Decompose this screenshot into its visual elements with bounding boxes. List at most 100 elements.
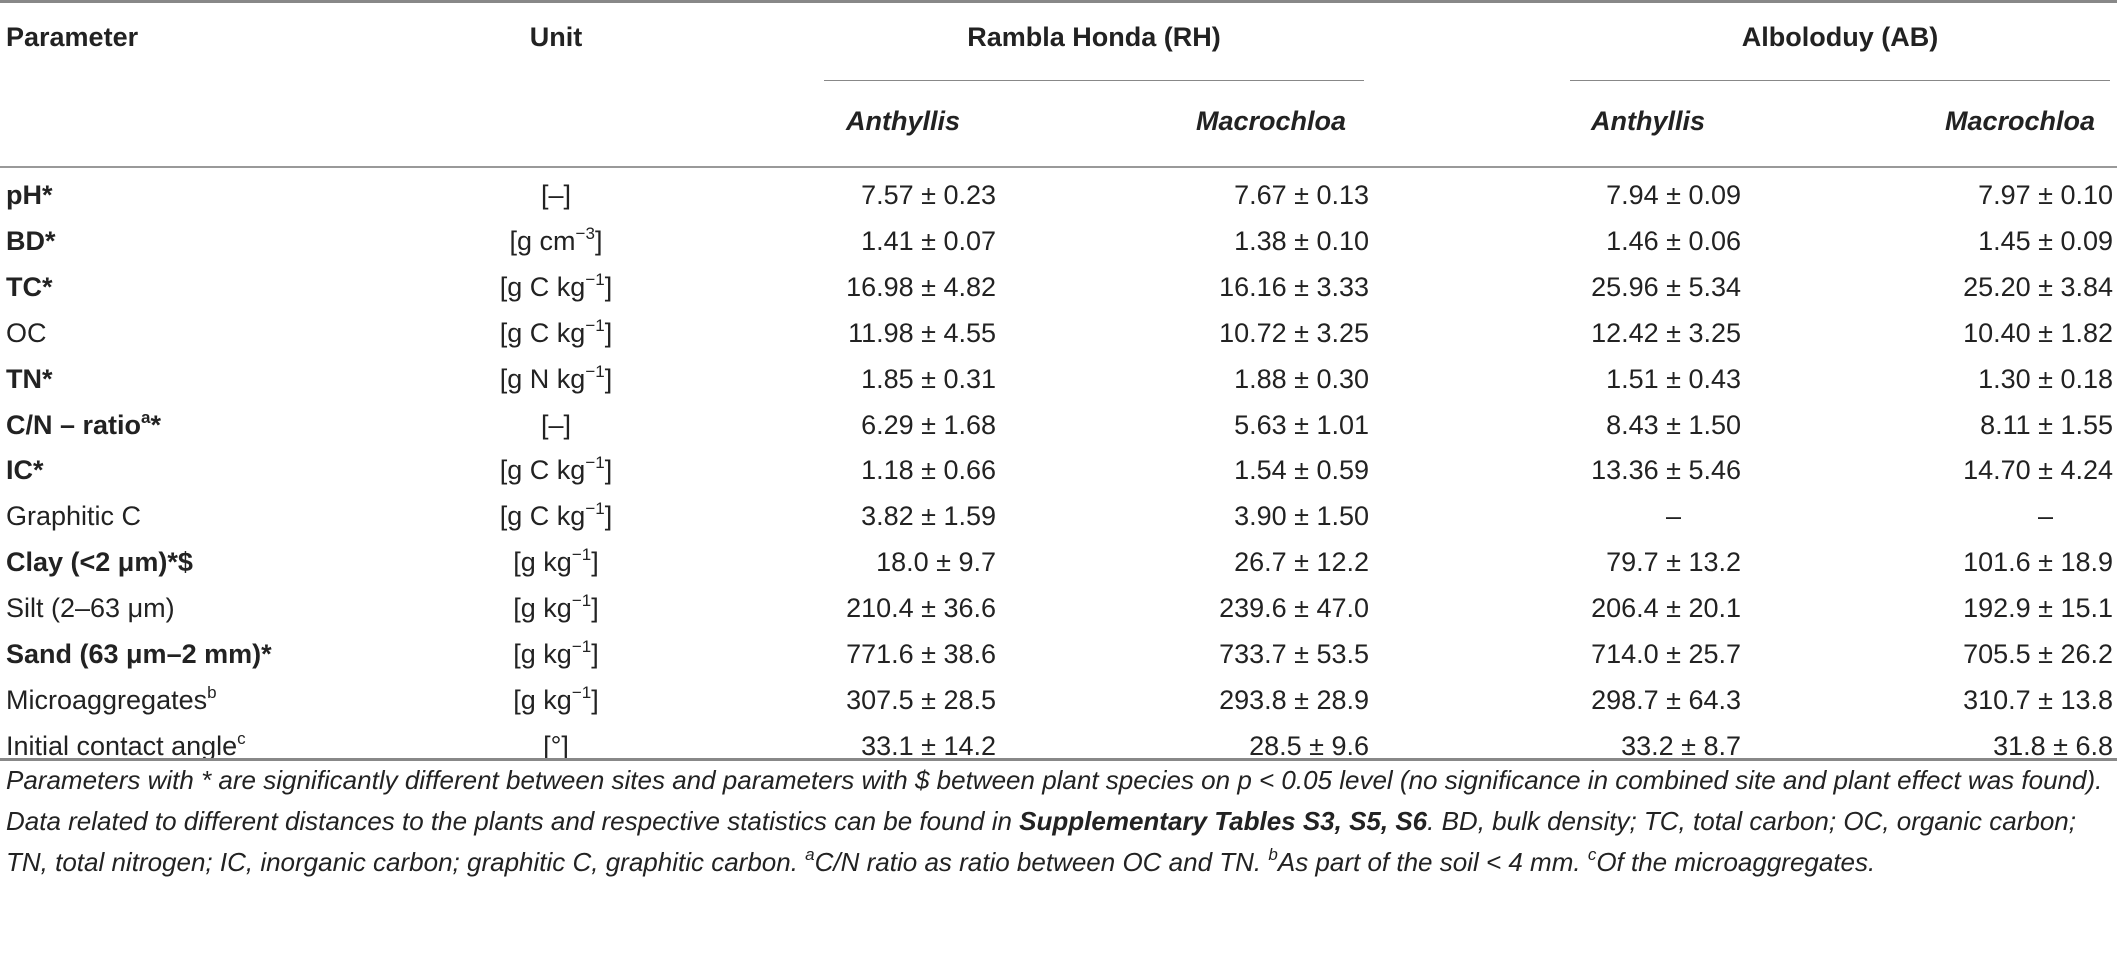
value-rh-macrochloa: 3.90 ± 1.50 bbox=[1234, 501, 1369, 532]
value-ab-anthyllis: 8.43 ± 1.50 bbox=[1606, 409, 1741, 440]
footnote-part2: . BD, bulk density; TC, total carbon; OC… bbox=[6, 806, 2076, 877]
value-ab-anthyllis: 33.2 ± 8.7 bbox=[1621, 730, 1741, 761]
value-rh-macrochloa: 1.54 ± 0.59 bbox=[1234, 455, 1369, 486]
value-rh-macrochloa: 28.5 ± 9.6 bbox=[1249, 730, 1369, 761]
value-rh-anthyllis: 7.57 ± 0.23 bbox=[861, 180, 996, 210]
unit-close: ] bbox=[594, 225, 603, 256]
value-ab-anthyllis: 25.96 ± 5.34 bbox=[1591, 271, 1741, 302]
footnote-note-a: C/N ratio as ratio between OC and TN. bbox=[814, 847, 1269, 877]
footnote-part1: Parameters with * are significantly diff… bbox=[6, 765, 2103, 836]
unit-text: [g kg bbox=[513, 684, 572, 715]
parameter-name: Clay (<2 μm)*$ bbox=[6, 547, 193, 578]
footnote-supplementary-ref[interactable]: Supplementary Tables S3, S5, S6 bbox=[1019, 806, 1428, 836]
unit-text: [–] bbox=[540, 180, 572, 210]
value-ab-macrochloa: 25.20 ± 3.84 bbox=[1963, 271, 2113, 302]
value-ab-macrochloa: 10.40 ± 1.82 bbox=[1963, 317, 2113, 348]
value-ab-anthyllis: 1.46 ± 0.06 bbox=[1606, 225, 1741, 256]
value-rh-anthyllis: 1.18 ± 0.66 bbox=[861, 455, 996, 486]
unit-exponent: −3 bbox=[575, 223, 595, 243]
site2-underline bbox=[1570, 80, 2110, 81]
row-unit: [g cm−3] bbox=[421, 224, 691, 258]
parameter-name: Microaggregates bbox=[6, 684, 208, 715]
unit-close: ] bbox=[604, 317, 613, 348]
row-unit: [g kg−1] bbox=[421, 545, 691, 579]
unit-close: ] bbox=[591, 639, 599, 669]
parameter-superscript: b bbox=[207, 682, 217, 702]
value-rh-anthyllis: 210.4 ± 36.6 bbox=[846, 593, 996, 624]
unit-text: [g kg bbox=[513, 593, 572, 624]
row-unit: [g kg−1] bbox=[421, 637, 691, 671]
unit-text: [°] bbox=[543, 730, 569, 761]
header-site-rambla-honda: Rambla Honda (RH) bbox=[967, 22, 1221, 52]
unit-text: [g kg bbox=[513, 547, 572, 578]
unit-text: [–] bbox=[540, 409, 572, 440]
row-unit: [g kg−1] bbox=[421, 591, 691, 625]
footnote-sup-c: c bbox=[1587, 845, 1597, 864]
unit-text: [g C kg bbox=[499, 455, 586, 486]
value-ab-macrochloa: 1.30 ± 0.18 bbox=[1978, 363, 2113, 394]
parameter-name: BD* bbox=[6, 225, 56, 256]
value-ab-macrochloa: 14.70 ± 4.24 bbox=[1963, 455, 2113, 486]
parameter-name: IC* bbox=[6, 455, 44, 486]
parameter-name: TN* bbox=[6, 363, 53, 394]
value-ab-anthyllis: 298.7 ± 64.3 bbox=[1591, 684, 1741, 715]
table-row: IC* [g C kg−1] 1.18 ± 0.66 1.54 ± 0.59 13.36… bbox=[0, 449, 2117, 495]
footnote-sup-b: b bbox=[1268, 845, 1278, 864]
value-rh-anthyllis: 3.82 ± 1.59 bbox=[861, 501, 996, 532]
table-row: C/N – ratioa* [–] 6.29 ± 1.68 5.63 ± 1.01 8.… bbox=[0, 404, 2117, 450]
value-rh-anthyllis: 18.0 ± 9.7 bbox=[876, 547, 996, 578]
value-rh-anthyllis: 1.41 ± 0.07 bbox=[861, 225, 996, 256]
parameter-name: Silt (2–63 μm) bbox=[6, 593, 175, 624]
value-rh-anthyllis: 6.29 ± 1.68 bbox=[861, 409, 996, 440]
unit-text: [g kg bbox=[513, 639, 572, 669]
parameter-name: Graphitic C bbox=[6, 501, 142, 532]
unit-text: [g cm bbox=[509, 225, 576, 256]
unit-exponent: −1 bbox=[585, 453, 605, 473]
unit-text: [g N kg bbox=[499, 363, 586, 394]
table-row: BD* [g cm−3] 1.41 ± 0.07 1.38 ± 0.10 1.46 ± … bbox=[0, 220, 2117, 266]
parameter-superscript: c bbox=[237, 728, 246, 748]
value-ab-macrochloa: 8.11 ± 1.55 bbox=[1980, 409, 2113, 440]
row-unit: [g C kg−1] bbox=[421, 499, 691, 533]
table-bottom-rule bbox=[0, 758, 2117, 761]
row-parameter: Silt (2–63 μm) bbox=[6, 591, 175, 625]
value-rh-anthyllis: 16.98 ± 4.82 bbox=[846, 271, 996, 302]
table-row: Clay (<2 μm)*$ [g kg−1] 18.0 ± 9.7 26.7 ± 1… bbox=[0, 541, 2117, 587]
value-ab-macrochloa: 310.7 ± 13.8 bbox=[1963, 684, 2113, 715]
parameter-tail: * bbox=[150, 409, 162, 440]
header-site-alboloduy: Alboloduy (AB) bbox=[1741, 22, 1939, 52]
row-unit: [g C kg−1] bbox=[421, 453, 691, 487]
value-ab-anthyllis: 13.36 ± 5.46 bbox=[1591, 455, 1741, 486]
row-parameter: Initial contact anglec bbox=[6, 729, 246, 763]
header-parameter: Parameter bbox=[6, 22, 139, 52]
row-parameter: BD* bbox=[6, 224, 56, 258]
value-rh-macrochloa: 1.38 ± 0.10 bbox=[1234, 225, 1369, 256]
header-bottom-rule bbox=[0, 166, 2117, 168]
parameter-superscript: a bbox=[141, 407, 151, 427]
header-rh-macrochloa: Macrochloa bbox=[1196, 106, 1347, 136]
value-rh-anthyllis: 11.98 ± 4.55 bbox=[848, 317, 996, 348]
unit-close: ] bbox=[591, 684, 599, 715]
row-unit: [–] bbox=[421, 408, 691, 442]
table-row: TN* [g N kg−1] 1.85 ± 0.31 1.88 ± 0.30 1.51 … bbox=[0, 358, 2117, 404]
row-parameter: Clay (<2 μm)*$ bbox=[6, 545, 193, 579]
value-rh-macrochloa: 16.16 ± 3.33 bbox=[1219, 271, 1369, 302]
parameter-name: pH* bbox=[6, 180, 53, 210]
row-parameter: TN* bbox=[6, 362, 53, 396]
row-parameter: Graphitic C bbox=[6, 499, 141, 533]
unit-exponent: −1 bbox=[585, 315, 605, 335]
row-unit: [–] bbox=[421, 178, 691, 212]
table-row: Initial contact anglec [°] 33.1 ± 14.2 28.5… bbox=[0, 725, 2117, 771]
table-row: pH* [–] 7.57 ± 0.23 7.67 ± 0.13 7.94 ± 0.09 7… bbox=[0, 174, 2117, 220]
header-unit: Unit bbox=[529, 22, 583, 52]
value-ab-anthyllis: 206.4 ± 20.1 bbox=[1591, 593, 1741, 624]
value-rh-macrochloa: 239.6 ± 47.0 bbox=[1219, 593, 1369, 624]
value-rh-macrochloa: 5.63 ± 1.01 bbox=[1234, 409, 1369, 440]
parameter-name: OC bbox=[6, 317, 47, 348]
unit-exponent: −1 bbox=[585, 361, 605, 381]
value-rh-macrochloa: 26.7 ± 12.2 bbox=[1234, 547, 1369, 578]
value-ab-anthyllis: – bbox=[1665, 501, 1681, 532]
row-unit: [°] bbox=[421, 729, 691, 763]
unit-text: [g C kg bbox=[499, 501, 586, 532]
site1-underline bbox=[824, 80, 1364, 81]
